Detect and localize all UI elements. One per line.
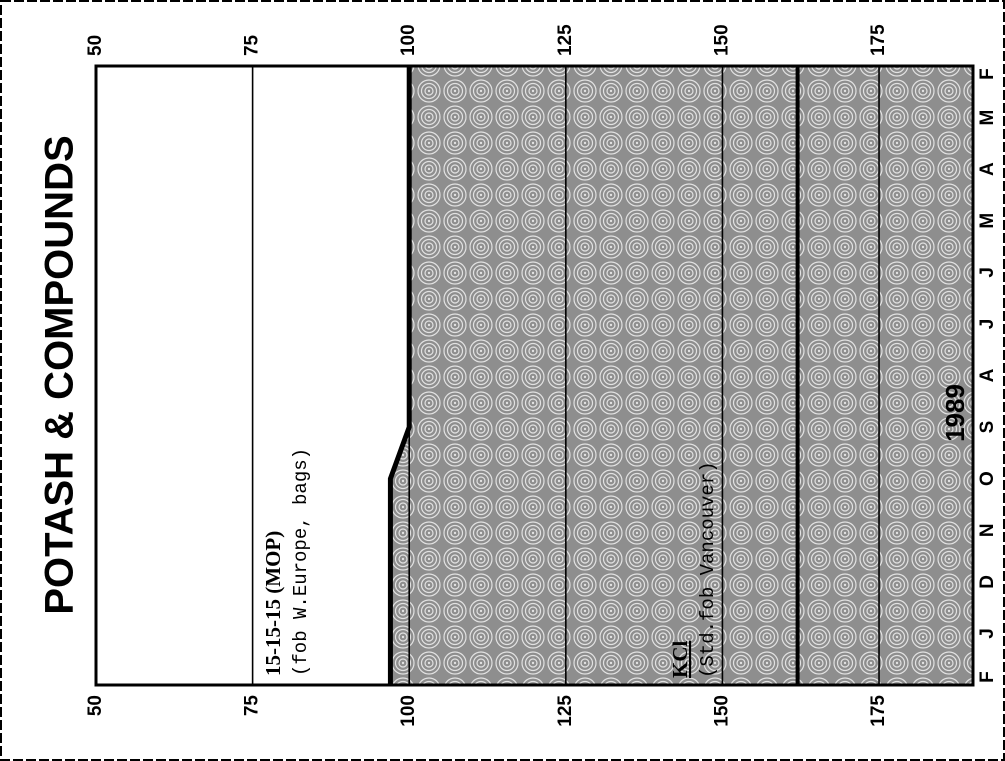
month-label-2: A: [977, 162, 998, 176]
tick-label-bottom-50: 50: [85, 695, 106, 716]
month-label-11: J: [977, 628, 998, 639]
line-kcl: [387, 66, 412, 685]
month-label-0: F: [977, 68, 998, 80]
month-label-9: N: [977, 523, 998, 537]
month-label-10: D: [977, 575, 998, 589]
month-label-8: O: [977, 471, 998, 486]
label-kcl-sub: (Std.fob Vancouver): [697, 461, 719, 678]
label-mop: 15-15-15 (MOP) (fob W.Europe, bags): [261, 448, 312, 676]
tick-label-bottom-150: 150: [711, 695, 732, 727]
chart-title: POTASH & COMPOUNDS: [38, 135, 82, 614]
tick-label-bottom-75: 75: [242, 695, 263, 717]
month-label-7: S: [977, 421, 998, 434]
tick-label-top-175: 175: [868, 24, 889, 56]
chart-labels: POTASH & COMPOUNDS 1989 KCl (Std.fob Vancou…: [38, 135, 970, 678]
label-kcl-name: KCl: [668, 641, 692, 679]
tick-label-top-100: 100: [398, 24, 419, 56]
label-mop-sub: (fob W.Europe, bags): [290, 448, 312, 676]
tick-label-top-125: 125: [555, 24, 576, 56]
tick-label-top-50: 50: [85, 35, 106, 56]
month-label-1: M: [977, 110, 998, 126]
month-label-3: M: [977, 213, 998, 229]
month-label-4: J: [977, 267, 998, 278]
label-kcl: KCl (Std.fob Vancouver): [668, 461, 719, 678]
month-label-6: A: [977, 368, 998, 382]
grid-layer: [251, 66, 880, 685]
label-mop-name: 15-15-15: [261, 594, 285, 676]
tick-label-top-75: 75: [242, 34, 263, 56]
label-mop-code: (MOP): [261, 531, 285, 594]
month-label-5: J: [977, 319, 998, 330]
tick-labels: 50 50 75 75 100 100 125 125 150 150 175 175: [85, 24, 889, 727]
year-label: 1989: [940, 384, 970, 442]
area-kcl: [390, 66, 974, 685]
month-label-12: F: [977, 671, 998, 683]
tick-label-bottom-125: 125: [555, 695, 576, 727]
tick-label-bottom-100: 100: [398, 695, 419, 727]
plot-frame: [94, 64, 975, 687]
area-layer: [390, 66, 974, 685]
tick-label-bottom-175: 175: [868, 695, 889, 727]
tick-label-top-150: 150: [711, 24, 732, 56]
month-labels: F M A M J J A S O N D J F: [977, 68, 998, 683]
